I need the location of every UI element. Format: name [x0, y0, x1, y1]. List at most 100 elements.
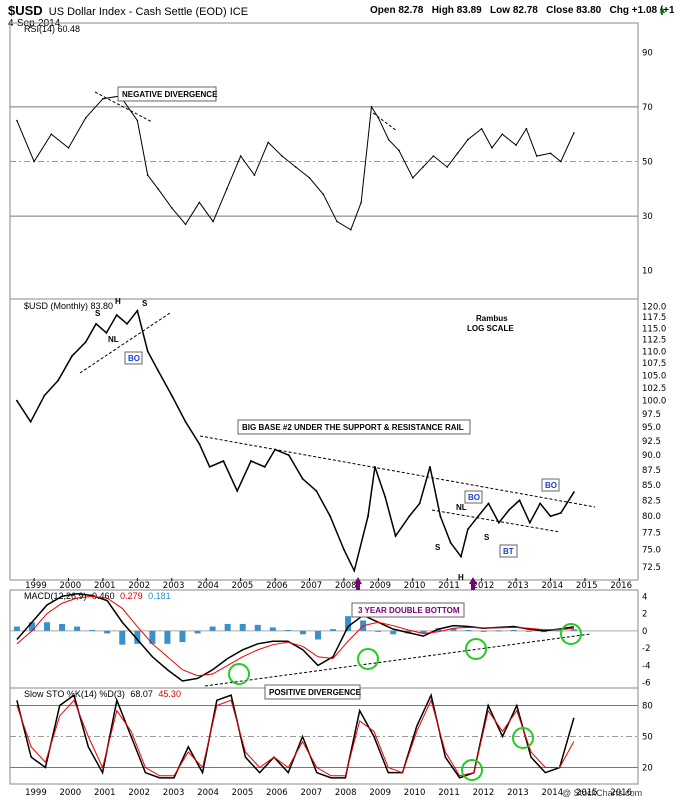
rsi-title: RSI(14) 60.48	[24, 24, 80, 34]
macd-hist-bar	[495, 630, 502, 632]
sto-xtick-label: 2010	[404, 788, 426, 798]
bo-label-2: BO	[468, 493, 480, 502]
neckline-label-2: NL	[456, 503, 467, 512]
price-point	[497, 521, 500, 524]
sto-xtick-label: 2006	[266, 788, 288, 798]
macd-hist-bar	[164, 630, 171, 644]
sto-ytick-label: 80	[642, 702, 653, 712]
bo-label-3: BO	[545, 481, 557, 490]
rsi-point	[560, 160, 562, 163]
price-point	[84, 341, 87, 343]
rsi-point	[198, 201, 201, 204]
rsi-point	[446, 166, 449, 168]
resistance-rail	[199, 435, 596, 508]
sto-xtick-label: 2015	[576, 788, 598, 798]
macd-hist-bar	[465, 630, 472, 631]
price-point	[29, 420, 32, 423]
rsi-point	[84, 117, 87, 119]
rsi-point	[212, 220, 214, 223]
rsi-point	[456, 152, 459, 155]
rsi-divergence-line	[94, 91, 153, 123]
rsi-point	[146, 174, 149, 176]
rsi-point	[515, 144, 517, 146]
sto-xtick-label: 2007	[301, 788, 323, 798]
price-point	[408, 515, 411, 518]
shoulder-label-1: S	[95, 309, 101, 318]
head-label-2: H	[458, 573, 464, 582]
price-point	[208, 465, 211, 468]
price-ytick-label: 120.0	[642, 302, 666, 312]
macd-hist-bar	[480, 630, 487, 632]
rsi-point	[267, 141, 269, 144]
price-title: $USD (Monthly) 83.80	[24, 301, 113, 311]
bottom-arrow-2-stem	[471, 584, 475, 590]
rsi-divergence-line-2	[372, 112, 398, 132]
macd-ytick-label: -2	[642, 644, 650, 654]
big-base-box	[237, 419, 471, 435]
rsi-point	[432, 155, 435, 157]
macd-hist-bar	[179, 630, 186, 643]
credit: @ StockCharts.com	[562, 788, 643, 798]
rsi-point	[350, 228, 352, 231]
price-point	[198, 442, 201, 445]
price-ytick-label: 117.5	[642, 313, 666, 323]
rsi-point	[501, 133, 504, 135]
bottom-arrow-1-stem	[356, 584, 360, 590]
price-point	[170, 394, 173, 397]
sto-xtick-label: 2005	[232, 788, 254, 798]
head-label-1: H	[115, 297, 121, 306]
price-point	[343, 548, 345, 551]
rsi-point	[50, 133, 53, 135]
macd-ytick-label: -6	[642, 679, 650, 689]
sto-xtick-label: 2001	[94, 788, 116, 798]
quote-line: Open 82.78 High 83.89 Low 82.78 Close 83…	[370, 5, 674, 16]
rsi-point	[336, 220, 338, 223]
macd-plot	[13, 592, 577, 682]
price-xtick-label: 1999	[25, 581, 47, 591]
rsi-ytick-label: 90	[642, 48, 653, 58]
double-bottom-box	[351, 602, 465, 618]
rsi-point	[525, 127, 528, 130]
price-point	[71, 355, 73, 357]
macd-hist-bar	[284, 630, 291, 631]
sto-xtick-label: 2008	[335, 788, 357, 798]
rsi-point	[253, 174, 256, 176]
signal-line	[16, 595, 574, 677]
sto-xtick-label: 1999	[25, 788, 47, 798]
price-ytick-label: 87.5	[642, 466, 661, 476]
macd-hist-bar	[194, 630, 201, 634]
price-line	[16, 308, 575, 573]
price-point	[263, 465, 266, 468]
price-ytick-label: 112.5	[642, 336, 666, 346]
price-xtick-label: 2016	[610, 581, 632, 591]
double-bottom-label: 3 YEAR DOUBLE BOTTOM	[358, 606, 460, 615]
rsi-ytick-label: 30	[642, 212, 653, 222]
price-point	[115, 314, 118, 316]
price-point	[43, 394, 46, 397]
price-point	[236, 490, 239, 492]
macd-hist-bar	[134, 630, 141, 644]
macd-title: MACD(12,26,9)	[24, 591, 87, 601]
macd-hist-bar	[28, 622, 35, 631]
bo-box-3	[541, 478, 560, 492]
bt-label: BT	[503, 547, 514, 556]
rsi-point	[549, 152, 552, 155]
rsi-point	[308, 177, 311, 179]
bo-label-1: BO	[128, 354, 140, 363]
rsi-point	[157, 188, 159, 190]
price-ytick-label: 105.0	[642, 371, 666, 381]
macd-hist-bar	[555, 630, 562, 632]
rsi-point	[322, 193, 325, 196]
price-point	[329, 515, 332, 518]
rsi-line	[16, 95, 575, 231]
macd-hist-bar	[43, 622, 50, 631]
sto-xtick-label: 2016	[610, 788, 632, 798]
d-line	[16, 698, 575, 777]
macd-hist-bar	[314, 630, 321, 640]
price-ytick-label: 72.5	[642, 563, 661, 573]
macd-hist-bar	[510, 630, 517, 631]
price-point	[384, 496, 387, 499]
price-point	[15, 399, 18, 402]
neckline-label-1: NL	[108, 335, 119, 344]
